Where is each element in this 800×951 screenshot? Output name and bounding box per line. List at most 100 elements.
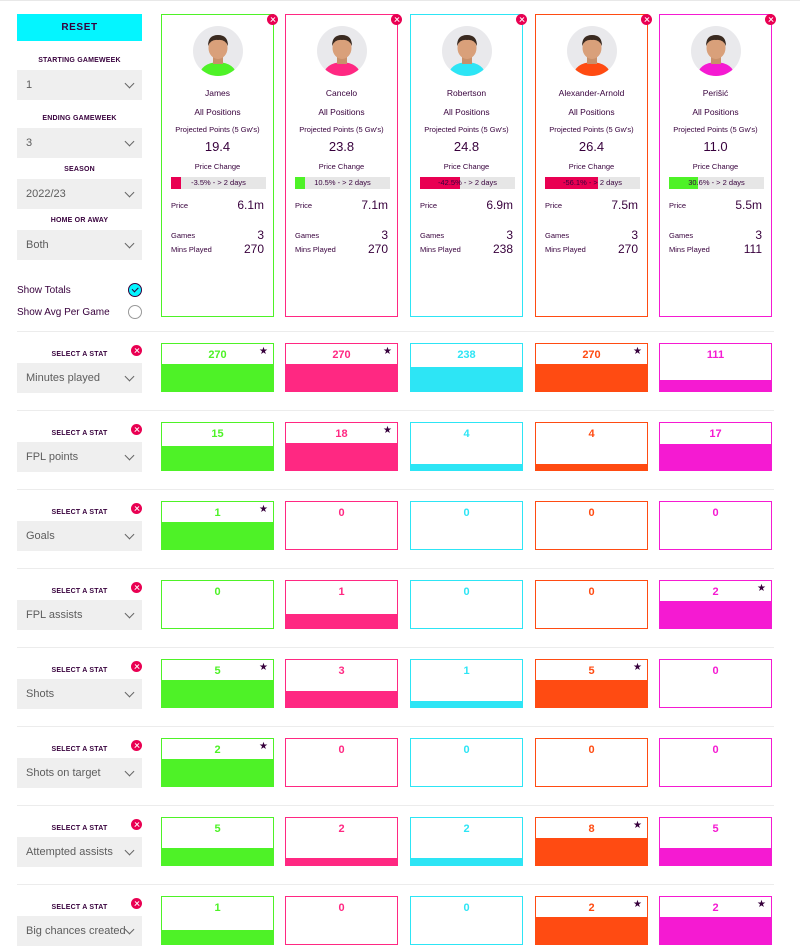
stat-select[interactable]: Attempted assists bbox=[17, 837, 142, 867]
home-away-select[interactable]: Both bbox=[17, 230, 142, 260]
season-select[interactable]: 2022/23 bbox=[17, 179, 142, 209]
stat-value: 5 bbox=[712, 823, 719, 835]
stat-value: 3 bbox=[338, 665, 345, 677]
player-card: Cancelo All Positions Projected Points (… bbox=[285, 14, 402, 317]
chevron-down-icon bbox=[124, 187, 135, 197]
remove-player-icon[interactable] bbox=[516, 14, 527, 25]
price-label: Price bbox=[420, 201, 438, 210]
show-avg-toggle[interactable]: Show Avg Per Game bbox=[17, 304, 142, 320]
star-icon: ★ bbox=[633, 820, 642, 831]
stat-value-box: 5 ★ bbox=[535, 659, 648, 708]
stat-select[interactable]: FPL points bbox=[17, 442, 142, 472]
stat-value-box: 4 bbox=[535, 422, 648, 471]
player-name: Perišić bbox=[702, 88, 729, 98]
stat-select[interactable]: Goals bbox=[17, 521, 142, 551]
stat-value-box: 0 bbox=[410, 738, 523, 787]
stat-value-box: 0 bbox=[659, 738, 772, 787]
player-position: All Positions bbox=[692, 107, 739, 117]
remove-player-icon[interactable] bbox=[267, 14, 278, 25]
remove-stat-icon[interactable] bbox=[131, 661, 142, 672]
stat-bar bbox=[660, 917, 771, 944]
projected-points-label: Projected Points (5 Gw's) bbox=[299, 125, 384, 134]
remove-player-icon[interactable] bbox=[391, 14, 402, 25]
stat-select[interactable]: Shots on target bbox=[17, 758, 142, 788]
row-divider bbox=[17, 884, 774, 885]
games-label: Games bbox=[420, 231, 445, 240]
reset-button[interactable]: RESET bbox=[17, 14, 142, 41]
star-icon: ★ bbox=[259, 662, 268, 673]
remove-player-icon[interactable] bbox=[641, 14, 652, 25]
star-icon: ★ bbox=[633, 662, 642, 673]
player-name: Robertson bbox=[446, 88, 487, 98]
price-label: Price bbox=[669, 201, 687, 210]
checked-radio-icon[interactable] bbox=[128, 283, 142, 297]
stat-value: 0 bbox=[712, 744, 719, 756]
player-avatar bbox=[193, 26, 243, 76]
stat-value: 2 bbox=[214, 744, 221, 756]
stat-value-box: 0 bbox=[659, 501, 772, 550]
stat-bar bbox=[411, 367, 522, 391]
stat-value: 0 bbox=[338, 902, 345, 914]
stat-value-box: 1 bbox=[161, 896, 274, 945]
remove-stat-icon[interactable] bbox=[131, 740, 142, 751]
player-name: Cancelo bbox=[325, 88, 358, 98]
starting-gameweek-select[interactable]: 1 bbox=[17, 70, 142, 100]
stat-bar bbox=[162, 680, 273, 707]
stat-value: 17 bbox=[709, 428, 722, 440]
stat-select[interactable]: FPL assists bbox=[17, 600, 142, 630]
price-change-label: Price Change bbox=[692, 162, 739, 171]
mins-played-value: 270 bbox=[243, 242, 264, 256]
mins-played-value: 238 bbox=[492, 242, 513, 256]
star-icon: ★ bbox=[383, 425, 392, 436]
stat-value: 0 bbox=[712, 665, 719, 677]
stat-bar bbox=[286, 364, 397, 391]
price-change-fill bbox=[171, 177, 181, 189]
show-totals-toggle[interactable]: Show Totals bbox=[17, 282, 142, 298]
stat-bar bbox=[162, 522, 273, 549]
stat-value: 270 bbox=[208, 349, 227, 361]
games-label: Games bbox=[171, 231, 196, 240]
stat-value: 270 bbox=[582, 349, 601, 361]
stat-select-value: FPL points bbox=[26, 451, 79, 463]
price-change-bar: 10.5% - > 2 days bbox=[295, 177, 390, 189]
stat-value: 4 bbox=[463, 428, 470, 440]
unchecked-radio-icon[interactable] bbox=[128, 305, 142, 319]
chevron-down-icon bbox=[124, 845, 135, 855]
stat-select[interactable]: Minutes played bbox=[17, 363, 142, 393]
remove-stat-icon[interactable] bbox=[131, 345, 142, 356]
stat-value-box: 2 ★ bbox=[161, 738, 274, 787]
stat-bar bbox=[162, 759, 273, 786]
stat-value-box: 0 bbox=[161, 580, 274, 629]
stat-select[interactable]: Shots bbox=[17, 679, 142, 709]
mins-played-value: 270 bbox=[367, 242, 388, 256]
stat-value: 5 bbox=[214, 665, 221, 677]
stat-value: 1 bbox=[338, 586, 345, 598]
price-change-text: 10.5% - > 2 days bbox=[314, 178, 371, 187]
projected-points-label: Projected Points (5 Gw's) bbox=[175, 125, 260, 134]
stat-select[interactable]: Big chances created bbox=[17, 916, 142, 946]
price-change-label: Price Change bbox=[318, 162, 365, 171]
player-position: All Positions bbox=[194, 107, 241, 117]
games-value: 3 bbox=[755, 228, 762, 242]
remove-player-icon[interactable] bbox=[765, 14, 776, 25]
stat-bar bbox=[536, 364, 647, 391]
price-change-label: Price Change bbox=[568, 162, 615, 171]
stat-value-box: 270 ★ bbox=[535, 343, 648, 392]
price-change-text: -56.1% - > 2 days bbox=[563, 178, 622, 187]
remove-stat-icon[interactable] bbox=[131, 424, 142, 435]
remove-stat-icon[interactable] bbox=[131, 819, 142, 830]
projected-points-label: Projected Points (5 Gw's) bbox=[424, 125, 509, 134]
stat-value-box: 0 bbox=[410, 501, 523, 550]
remove-stat-icon[interactable] bbox=[131, 898, 142, 909]
star-icon: ★ bbox=[259, 504, 268, 515]
remove-stat-icon[interactable] bbox=[131, 582, 142, 593]
mins-played-label: Mins Played bbox=[171, 245, 212, 254]
stat-value: 111 bbox=[706, 349, 725, 361]
ending-gameweek-select[interactable]: 3 bbox=[17, 128, 142, 158]
stat-value-box: 0 bbox=[535, 738, 648, 787]
chevron-down-icon bbox=[124, 238, 135, 248]
starting-gameweek-value: 1 bbox=[26, 79, 33, 91]
remove-stat-icon[interactable] bbox=[131, 503, 142, 514]
stat-value-box: 0 bbox=[535, 501, 648, 550]
row-divider bbox=[17, 410, 774, 411]
